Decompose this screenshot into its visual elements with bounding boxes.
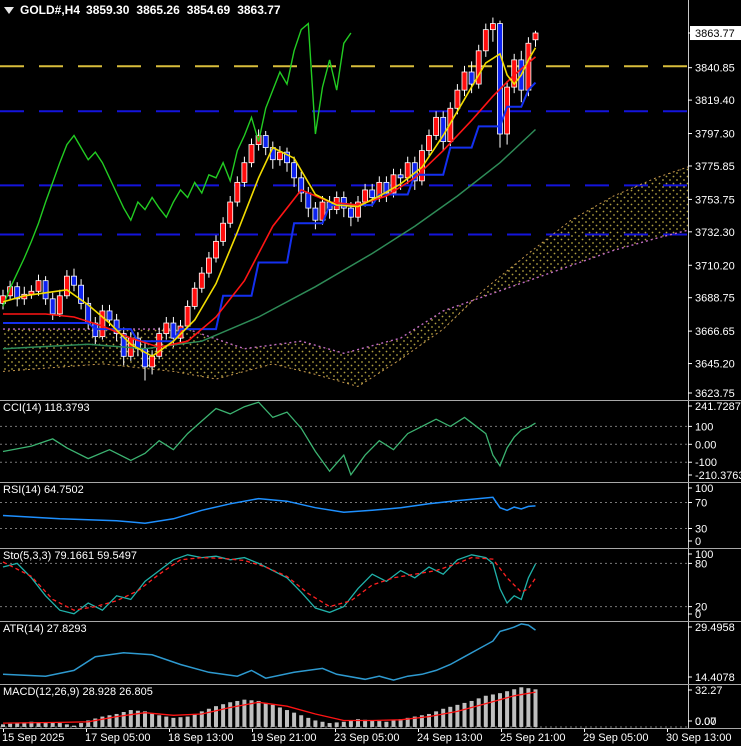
svg-text:100: 100 bbox=[695, 421, 713, 433]
open-value: 3859.30 bbox=[86, 3, 130, 17]
svg-text:-100: -100 bbox=[695, 457, 717, 469]
svg-text:3710.20: 3710.20 bbox=[695, 260, 735, 272]
cci-label: CCI(14) 118.3793 bbox=[3, 402, 90, 414]
time-tick bbox=[3, 729, 4, 732]
time-tick bbox=[335, 729, 336, 732]
time-label: 18 Sep 13:00 bbox=[168, 732, 234, 744]
time-tick bbox=[584, 729, 585, 732]
svg-text:100: 100 bbox=[695, 549, 713, 561]
cci-pane[interactable]: CCI(14) 118.3793 241.7287 100 0.00 -100 -210… bbox=[0, 401, 741, 483]
svg-text:80: 80 bbox=[695, 558, 707, 570]
svg-text:3623.75: 3623.75 bbox=[695, 388, 735, 400]
svg-text:3775.85: 3775.85 bbox=[695, 161, 735, 173]
time-tick bbox=[86, 729, 87, 732]
time-tick bbox=[667, 729, 668, 732]
svg-text:14.4078: 14.4078 bbox=[695, 672, 735, 684]
svg-text:3819.40: 3819.40 bbox=[695, 95, 735, 107]
svg-text:32.27: 32.27 bbox=[695, 685, 723, 697]
time-tick bbox=[501, 729, 502, 732]
symbol-marker-icon bbox=[4, 6, 14, 14]
svg-text:100: 100 bbox=[695, 483, 713, 495]
svg-text:29.4958: 29.4958 bbox=[695, 622, 735, 634]
stochastic-pane[interactable]: Sto(5,3,3) 79.1661 59.5497 100 80 20 0 bbox=[0, 549, 741, 622]
chart-header: GOLD#,H4 3859.30 3865.26 3854.69 3863.77 bbox=[4, 3, 281, 17]
svg-text:3753.75: 3753.75 bbox=[695, 194, 735, 206]
time-tick bbox=[252, 729, 253, 732]
svg-text:-210.3763: -210.3763 bbox=[695, 470, 741, 482]
rsi-label: RSI(14) 64.7502 bbox=[3, 484, 84, 496]
svg-text:3666.65: 3666.65 bbox=[695, 326, 735, 338]
macd-pane[interactable]: MACD(12,26,9) 28.928 26.805 32.27 0.07 0.0… bbox=[0, 685, 741, 729]
time-label: 24 Sep 13:00 bbox=[417, 732, 483, 744]
rsi-pane[interactable]: RSI(14) 64.7502 100 70 30 0 bbox=[0, 483, 741, 549]
macd-label: MACD(12,26,9) 28.928 26.805 bbox=[3, 686, 153, 698]
svg-text:3863.77: 3863.77 bbox=[695, 28, 735, 40]
svg-text:70: 70 bbox=[695, 498, 707, 510]
svg-text:20: 20 bbox=[695, 602, 707, 614]
time-label: 17 Sep 05:00 bbox=[85, 732, 151, 744]
low-value: 3854.69 bbox=[186, 3, 231, 17]
time-label: 23 Sep 05:00 bbox=[334, 732, 400, 744]
svg-text:0.07: 0.07 bbox=[695, 716, 716, 728]
high-value: 3865.26 bbox=[136, 3, 180, 17]
svg-text:3732.30: 3732.30 bbox=[695, 227, 735, 239]
time-tick bbox=[418, 729, 419, 732]
svg-text:0.00: 0.00 bbox=[695, 439, 716, 451]
svg-text:0.00: 0.00 bbox=[695, 716, 716, 728]
svg-text:0: 0 bbox=[695, 609, 701, 621]
svg-text:30: 30 bbox=[695, 524, 707, 536]
svg-text:3688.75: 3688.75 bbox=[695, 293, 735, 305]
time-tick bbox=[169, 729, 170, 732]
time-label: 19 Sep 21:00 bbox=[251, 732, 317, 744]
svg-text:3645.20: 3645.20 bbox=[695, 359, 735, 371]
time-label: 15 Sep 2025 bbox=[2, 732, 65, 744]
atr-pane[interactable]: ATR(14) 27.8293 29.4958 14.4078 bbox=[0, 622, 741, 685]
close-value: 3863.77 bbox=[237, 3, 281, 17]
stochastic-label: Sto(5,3,3) 79.1661 59.5497 bbox=[3, 550, 137, 562]
svg-text:241.7287: 241.7287 bbox=[695, 401, 741, 413]
time-label: 29 Sep 05:00 bbox=[583, 732, 649, 744]
main-chart-pane[interactable]: 3863.77 3840.85 3819.40 3797.30 3775.85 3753.… bbox=[0, 0, 741, 401]
price-axis[interactable] bbox=[688, 0, 741, 728]
svg-text:3797.30: 3797.30 bbox=[695, 129, 735, 141]
symbol-period-label: GOLD#,H4 bbox=[20, 3, 81, 17]
atr-label: ATR(14) 27.8293 bbox=[3, 623, 87, 635]
svg-text:0: 0 bbox=[695, 536, 701, 548]
svg-text:3840.85: 3840.85 bbox=[695, 63, 735, 75]
time-label: 30 Sep 13:00 bbox=[666, 732, 732, 744]
time-label: 25 Sep 21:00 bbox=[500, 732, 566, 744]
time-axis[interactable]: 15 Sep 2025 17 Sep 05:00 18 Sep 13:00 19 Se… bbox=[0, 729, 741, 746]
